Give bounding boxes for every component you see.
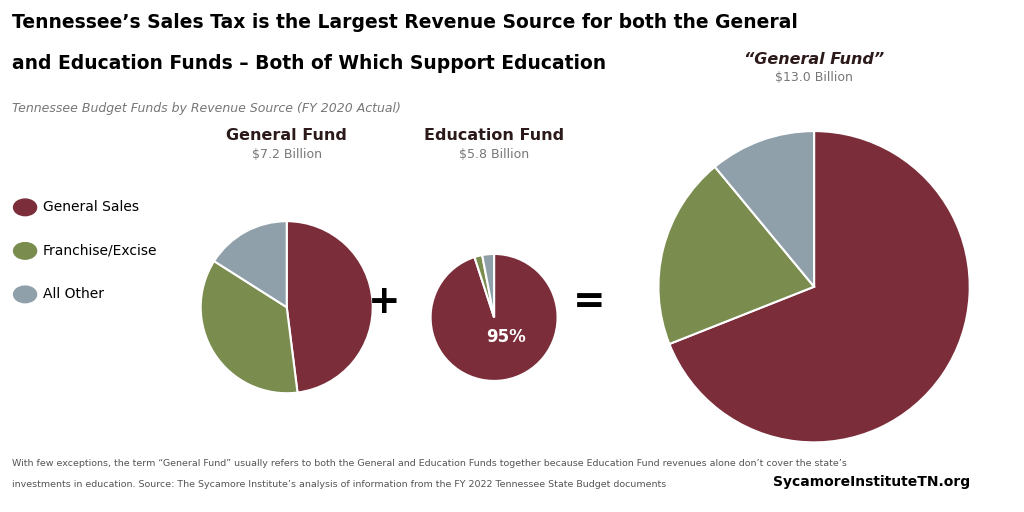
Wedge shape xyxy=(287,221,373,393)
Wedge shape xyxy=(658,167,814,344)
Text: $7.2 Billion: $7.2 Billion xyxy=(252,148,322,161)
Text: investments in education. Source: The Sycamore Institute’s analysis of informati: investments in education. Source: The Sy… xyxy=(12,480,667,489)
Text: Education Fund: Education Fund xyxy=(424,129,564,143)
Circle shape xyxy=(13,243,37,259)
Wedge shape xyxy=(201,261,298,393)
Wedge shape xyxy=(670,131,970,442)
Wedge shape xyxy=(474,255,495,317)
Text: 95%: 95% xyxy=(486,328,526,346)
Text: General Sales: General Sales xyxy=(43,200,139,215)
Text: With few exceptions, the term “General Fund” usually refers to both the General : With few exceptions, the term “General F… xyxy=(12,459,847,468)
Text: +: + xyxy=(368,283,400,321)
Text: 36%: 36% xyxy=(162,316,201,331)
Text: Tennessee Budget Funds by Revenue Source (FY 2020 Actual): Tennessee Budget Funds by Revenue Source… xyxy=(12,102,401,115)
Text: Franchise/Excise: Franchise/Excise xyxy=(43,244,158,258)
Text: $5.8 Billion: $5.8 Billion xyxy=(459,148,529,161)
Text: 20%: 20% xyxy=(562,263,602,281)
Text: General Fund: General Fund xyxy=(226,129,347,143)
Wedge shape xyxy=(482,254,495,317)
Text: and Education Funds – Both of Which Support Education: and Education Funds – Both of Which Supp… xyxy=(12,54,606,73)
Text: 48%: 48% xyxy=(386,298,424,313)
Wedge shape xyxy=(431,254,557,381)
Wedge shape xyxy=(214,221,287,307)
Circle shape xyxy=(13,199,37,216)
Circle shape xyxy=(13,286,37,303)
Text: All Other: All Other xyxy=(43,287,104,302)
Text: =: = xyxy=(572,283,605,321)
Wedge shape xyxy=(715,131,814,287)
Text: 69%: 69% xyxy=(973,308,1018,327)
Text: SycamoreInstituteTN.org: SycamoreInstituteTN.org xyxy=(773,475,971,489)
Text: Tennessee’s Sales Tax is the Largest Revenue Source for both the General: Tennessee’s Sales Tax is the Largest Rev… xyxy=(12,13,798,32)
Text: “General Fund”: “General Fund” xyxy=(744,52,884,67)
Text: $13.0 Billion: $13.0 Billion xyxy=(775,72,853,84)
